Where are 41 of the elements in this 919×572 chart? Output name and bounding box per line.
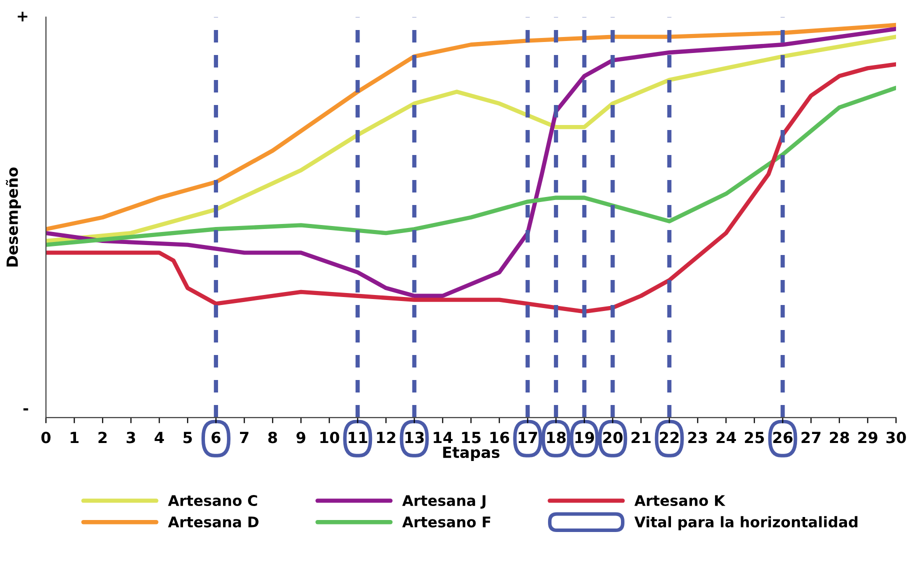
x-tick-label: 1: [70, 432, 79, 444]
x-tick-label: 3: [126, 432, 136, 444]
x-tick-label: 9: [296, 432, 306, 444]
x-tick-label: 20: [603, 432, 623, 444]
x-tick-label: 23: [688, 432, 708, 444]
legend-label: Artesano K: [634, 495, 726, 506]
x-tick-label: 29: [858, 432, 878, 444]
x-tick-label: 30: [886, 432, 906, 444]
x-tick-label: 4: [154, 432, 164, 444]
x-tick-label: 7: [240, 432, 248, 444]
text: -: [23, 408, 28, 410]
text: +: [18, 12, 28, 22]
x-tick-label: 8: [268, 432, 278, 444]
x-tick-label: 10: [320, 432, 340, 444]
x-tick-label: 21: [632, 432, 651, 444]
x-tick-label: 2: [98, 432, 107, 444]
x-tick-label: 16: [490, 432, 510, 444]
x-tick-label: 5: [183, 432, 192, 444]
x-tick-label: 24: [716, 432, 736, 444]
x-tick-label: 15: [462, 432, 481, 444]
x-tick-label: 11: [348, 432, 368, 444]
x-tick-label: 26: [773, 432, 792, 444]
x-tick-label: 18: [547, 432, 566, 444]
legend-label: Vital para la horizontalidad: [634, 516, 858, 530]
x-tick-label: 27: [802, 432, 820, 444]
legend-label: Artesana D: [168, 516, 258, 528]
legend-label: Artesano C: [168, 495, 258, 506]
x-tick-label: 19: [575, 432, 594, 444]
x-tick-label: 0: [41, 432, 51, 444]
x-tick-label: 12: [377, 432, 396, 444]
x-tick-label: 17: [518, 432, 538, 444]
x-tick-label: 14: [434, 432, 453, 444]
x-tick-label: 22: [660, 432, 679, 444]
x-tick-label: 25: [744, 432, 764, 444]
x-tick-label: 13: [405, 432, 424, 444]
y-axis-title: Desempeño: [6, 167, 21, 266]
x-tick-label: 6: [212, 432, 220, 444]
x-axis-title: Etapas: [443, 446, 500, 462]
legend-label: Artesana J: [402, 495, 486, 509]
legend-label: Artesano F: [402, 516, 490, 528]
x-tick-label: 28: [830, 432, 850, 444]
